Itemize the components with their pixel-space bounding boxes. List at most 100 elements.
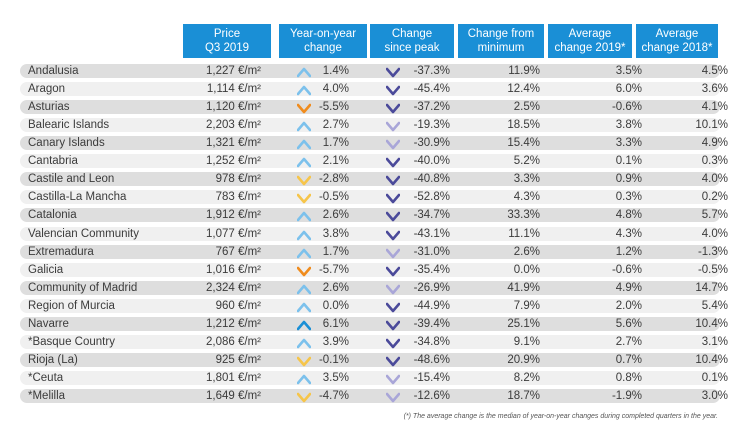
min-cell: 8.2% [513,371,540,384]
chevron-up-icon [296,155,312,168]
yoy-cell: 6.1% [322,317,349,330]
min-cell: 25.1% [507,317,540,330]
yoy-cell: 1.4% [322,65,349,77]
region-cell: *Ceuta [28,371,64,384]
chevron-down-icon [385,119,401,132]
chevron-down-icon [385,354,401,367]
avg-2018-cell: 4.0% [701,227,728,240]
chevron-down-icon [385,264,401,276]
region-cell: Canary Islands [28,137,105,150]
min-cell: 11.1% [508,227,540,240]
header-avg19-line1: Average [568,28,612,40]
avg-2018-cell: 3.6% [701,83,728,95]
yoy-cell: -5.5% [318,101,349,114]
chevron-down-icon [385,282,401,294]
header-avg18: Average change 2018* [636,24,718,58]
region-cell: Asturias [28,101,70,114]
avg-2019-cell: -1.9% [611,389,642,402]
avg-2018-cell: 5.4% [701,299,728,312]
min-cell: 11.9% [508,65,540,77]
price-cell: 2,324 €/m² [206,281,261,294]
region-cell: Aragon [28,83,66,95]
chevron-down-icon [385,209,401,222]
table-row: Region of Murcia 960 €/m² 0.0% -44.9% 7.9% 2.… [20,298,728,313]
yoy-cell: 1.7% [322,245,349,258]
chevron-down-icon [385,191,401,204]
avg-2019-cell: -0.6% [611,101,642,114]
table-row: Valencian Community 1,077 €/m² 3.8% -43.1% 1… [20,226,728,241]
table-row: Catalonia 1,912 €/m² 2.6% -34.7% 33.3% 4.8% 5.… [20,208,728,223]
avg-2018-cell: 10.4% [695,353,728,366]
region-cell: Community of Madrid [28,281,138,294]
header-min: Change from minimum [458,24,544,58]
table-row: Community of Madrid 2,324 €/m² 2.6% -26.9% 4… [20,280,728,295]
min-cell: 18.5% [507,119,540,132]
min-cell: 7.9% [513,299,540,312]
yoy-cell: 4.0% [322,83,349,95]
header-min-line2: minimum [477,42,525,54]
avg-2018-cell: 4.9% [701,137,728,150]
region-cell: Galicia [28,263,64,276]
peak-cell: -44.9% [413,299,450,312]
region-cell: Valencian Community [28,227,140,240]
chevron-up-icon [296,228,312,240]
avg-2019-cell: 4.9% [615,281,642,294]
region-cell: Cantabria [28,155,78,168]
chevron-up-icon [296,83,312,96]
price-cell: 1,077 €/m² [206,227,261,240]
header-yoy-line1: Year-on-year [289,28,357,40]
peak-cell: -34.7% [413,209,450,222]
peak-cell: -52.8% [413,191,450,204]
min-cell: 2.5% [513,101,540,114]
header-min-line1: Change from [467,28,535,40]
header-peak-line2: since peak [384,42,440,54]
yoy-cell: -4.7% [318,389,349,402]
table-row: *Melilla 1,649 €/m² -4.7% -12.6% 18.7% -1.9% 3… [20,388,728,403]
header-yoy: Year-on-year change [279,24,367,58]
avg-2019-cell: 5.6% [615,317,642,330]
peak-cell: -31.0% [413,245,450,258]
price-cell: 1,252 €/m² [206,155,261,168]
avg-2019-cell: 0.1% [615,155,642,168]
footnote: (*) The average change is the median of … [403,413,718,420]
avg-2018-cell: 4.0% [701,173,728,186]
price-cell: 2,086 €/m² [206,335,261,348]
chevron-down-icon [296,191,312,204]
region-cell: *Basque Country [28,335,115,348]
table-row: *Basque Country 2,086 €/m² 3.9% -34.8% 9.1% 2… [20,334,728,349]
peak-cell: -35.4% [413,263,450,276]
avg-2019-cell: -0.6% [611,263,642,276]
price-cell: 960 €/m² [215,299,261,312]
avg-2019-cell: 3.8% [615,119,642,132]
table-row: *Ceuta 1,801 €/m² 3.5% -15.4% 8.2% 0.8% 0.1% [20,370,728,385]
price-cell: 1,114 €/m² [206,83,261,95]
min-cell: 9.1% [513,335,540,348]
price-cell: 1,321 €/m² [206,137,261,150]
table-row: Castilla-La Mancha 783 €/m² -0.5% -52.8% 4.3… [20,190,728,205]
avg-2018-cell: -0.5% [697,263,728,276]
region-cell: Extremadura [28,245,94,258]
chevron-up-icon [296,282,312,294]
avg-2019-cell: 6.0% [615,83,642,95]
chevron-down-icon [385,228,401,240]
min-cell: 2.6% [513,245,540,258]
min-cell: 20.9% [507,353,540,366]
chevron-up-icon [296,246,312,258]
peak-cell: -26.9% [413,281,450,294]
price-cell: 1,212 €/m² [206,317,261,330]
avg-2019-cell: 0.3% [615,191,642,204]
region-cell: Andalusia [28,65,79,77]
chevron-down-icon [385,155,401,168]
min-cell: 33.3% [507,209,540,222]
peak-cell: -40.0% [413,155,450,168]
header-avg19-line2: change 2019* [554,42,626,54]
region-cell: Rioja (La) [28,353,78,366]
table-row: Navarre 1,212 €/m² 6.1% -39.4% 25.1% 5.6% 10.4… [20,316,728,331]
avg-2019-cell: 2.0% [615,299,642,312]
min-cell: 5.2% [513,155,540,168]
region-cell: *Melilla [28,389,66,402]
region-cell: Navarre [28,317,69,330]
yoy-cell: 2.7% [322,119,349,132]
table-row: Aragon 1,114 €/m² 4.0% -45.4% 12.4% 6.0% 3.6% [20,82,728,96]
chevron-down-icon [385,137,401,150]
